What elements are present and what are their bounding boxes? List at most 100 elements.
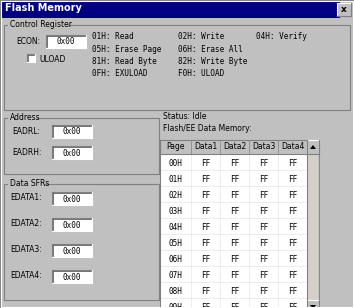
Polygon shape: [310, 145, 316, 149]
Bar: [2, 2, 340, 18]
Text: 0x00: 0x00: [63, 273, 81, 282]
Text: FF: FF: [201, 223, 210, 232]
Text: EDATA2:: EDATA2:: [10, 219, 42, 228]
Text: Page: Page: [166, 142, 185, 151]
Text: FF: FF: [201, 175, 210, 184]
Text: FF: FF: [288, 207, 297, 216]
Text: 05H: Erase Page: 05H: Erase Page: [92, 45, 161, 54]
Text: EDATA4:: EDATA4:: [10, 271, 42, 280]
Text: 0FH: EXULOAD: 0FH: EXULOAD: [92, 69, 148, 78]
Bar: [307, 300, 319, 308]
Bar: [52, 146, 92, 159]
Text: FF: FF: [230, 303, 239, 308]
Text: FF: FF: [288, 223, 297, 232]
Text: Data1: Data1: [194, 142, 217, 151]
Text: 01H: Read: 01H: Read: [92, 32, 133, 41]
Text: 01H: 01H: [169, 175, 182, 184]
Text: Flash Memory: Flash Memory: [5, 3, 82, 13]
Bar: [52, 244, 92, 257]
Text: 0x00: 0x00: [63, 221, 81, 229]
Text: 04H: Verify: 04H: Verify: [256, 32, 307, 41]
Text: 0x00: 0x00: [63, 128, 81, 136]
Text: FF: FF: [259, 303, 268, 308]
Text: 02H: 02H: [169, 191, 182, 200]
Bar: [52, 192, 92, 205]
Bar: [4, 184, 159, 300]
Text: 09H: 09H: [169, 303, 182, 308]
Text: FF: FF: [230, 271, 239, 280]
Bar: [160, 266, 307, 282]
Text: Data SFRs: Data SFRs: [10, 179, 49, 188]
Text: Data3: Data3: [252, 142, 275, 151]
Text: EADRL:: EADRL:: [12, 127, 40, 136]
Bar: [308, 154, 318, 300]
Text: FF: FF: [288, 271, 297, 280]
Text: FF: FF: [201, 287, 210, 296]
Text: FF: FF: [230, 207, 239, 216]
Text: 06H: Erase All: 06H: Erase All: [178, 45, 243, 54]
Bar: [160, 170, 307, 186]
Text: EADRH:: EADRH:: [12, 148, 41, 157]
Text: Address: Address: [10, 113, 41, 122]
Text: FF: FF: [230, 191, 239, 200]
Text: FF: FF: [230, 255, 239, 264]
Text: FF: FF: [259, 223, 268, 232]
Bar: [160, 202, 307, 218]
Text: FF: FF: [230, 239, 239, 248]
Bar: [160, 234, 307, 250]
Text: 02H: Write: 02H: Write: [178, 32, 224, 41]
Text: FF: FF: [259, 255, 268, 264]
Text: FF: FF: [201, 207, 210, 216]
Text: FF: FF: [201, 303, 210, 308]
Text: 0x00: 0x00: [63, 246, 81, 256]
Text: Data2: Data2: [223, 142, 246, 151]
Text: 82H: Write Byte: 82H: Write Byte: [178, 57, 247, 66]
Bar: [337, 3, 351, 16]
Text: FF: FF: [201, 271, 210, 280]
Text: FF: FF: [288, 239, 297, 248]
Text: FF: FF: [288, 287, 297, 296]
Text: FF: FF: [288, 175, 297, 184]
Text: ULOAD: ULOAD: [39, 55, 65, 64]
Text: FF: FF: [259, 175, 268, 184]
Text: FF: FF: [230, 223, 239, 232]
Bar: [52, 125, 92, 138]
Bar: [46, 35, 86, 48]
Text: F0H: ULOAD: F0H: ULOAD: [178, 69, 224, 78]
Bar: [160, 154, 307, 170]
Text: FF: FF: [259, 207, 268, 216]
Text: FF: FF: [288, 159, 297, 168]
Bar: [307, 140, 319, 154]
Text: 81H: Read Byte: 81H: Read Byte: [92, 57, 157, 66]
Bar: [160, 186, 307, 202]
Text: FF: FF: [259, 239, 268, 248]
Bar: [160, 218, 307, 234]
Text: EDATA3:: EDATA3:: [10, 245, 42, 254]
Bar: [160, 250, 307, 266]
Text: FF: FF: [259, 191, 268, 200]
Text: 0x00: 0x00: [63, 148, 81, 157]
Text: EDATA1:: EDATA1:: [10, 193, 42, 202]
Bar: [4, 25, 350, 110]
Text: 05H: 05H: [169, 239, 182, 248]
Polygon shape: [310, 305, 316, 308]
Text: 00H: 00H: [169, 159, 182, 168]
Bar: [52, 270, 92, 283]
Text: FF: FF: [230, 287, 239, 296]
Bar: [8, 113, 36, 121]
Text: FF: FF: [230, 175, 239, 184]
Text: 08H: 08H: [169, 287, 182, 296]
Text: x: x: [341, 5, 347, 14]
Text: 06H: 06H: [169, 255, 182, 264]
Text: 0x00: 0x00: [57, 38, 75, 47]
Text: 04H: 04H: [169, 223, 182, 232]
Text: FF: FF: [230, 159, 239, 168]
Text: Flash/EE Data Memory:: Flash/EE Data Memory:: [163, 124, 252, 133]
Text: FF: FF: [201, 159, 210, 168]
Text: FF: FF: [288, 303, 297, 308]
Text: FF: FF: [259, 271, 268, 280]
Bar: [160, 140, 307, 154]
Text: FF: FF: [259, 287, 268, 296]
Text: 07H: 07H: [169, 271, 182, 280]
Text: FF: FF: [288, 255, 297, 264]
